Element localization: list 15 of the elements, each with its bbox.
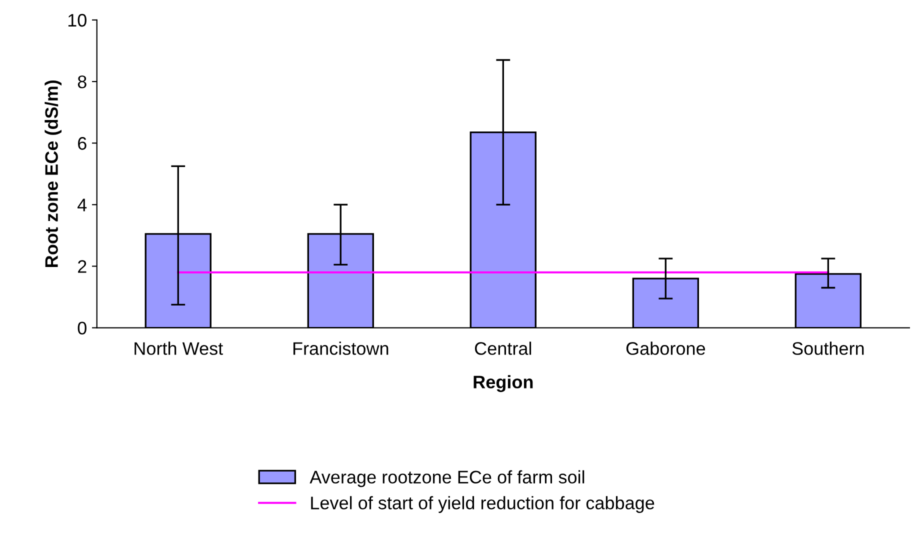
y-tick-label: 8 (78, 75, 86, 88)
x-tick-label: Gaborone (626, 342, 706, 355)
y-tick-label: 4 (78, 198, 87, 212)
y-tick-label: 0 (78, 322, 86, 334)
y-tick-label: 2 (78, 260, 86, 273)
legend-label: Average rootzone ECe of farm soil (310, 470, 584, 488)
y-tick-label: 10 (68, 14, 86, 27)
x-tick-label: Central (474, 342, 532, 355)
y-axis-title: Root zone ECe (dS/m) (44, 80, 62, 267)
x-tick-label: Francistown (293, 342, 388, 355)
x-tick-label: North West (134, 342, 223, 355)
x-tick-label: Southern (792, 342, 864, 355)
legend-label: Level of start of yield reduction for cabbage (311, 496, 654, 513)
x-axis-title: Region (474, 375, 533, 392)
y-tick-label: 6 (78, 137, 86, 150)
